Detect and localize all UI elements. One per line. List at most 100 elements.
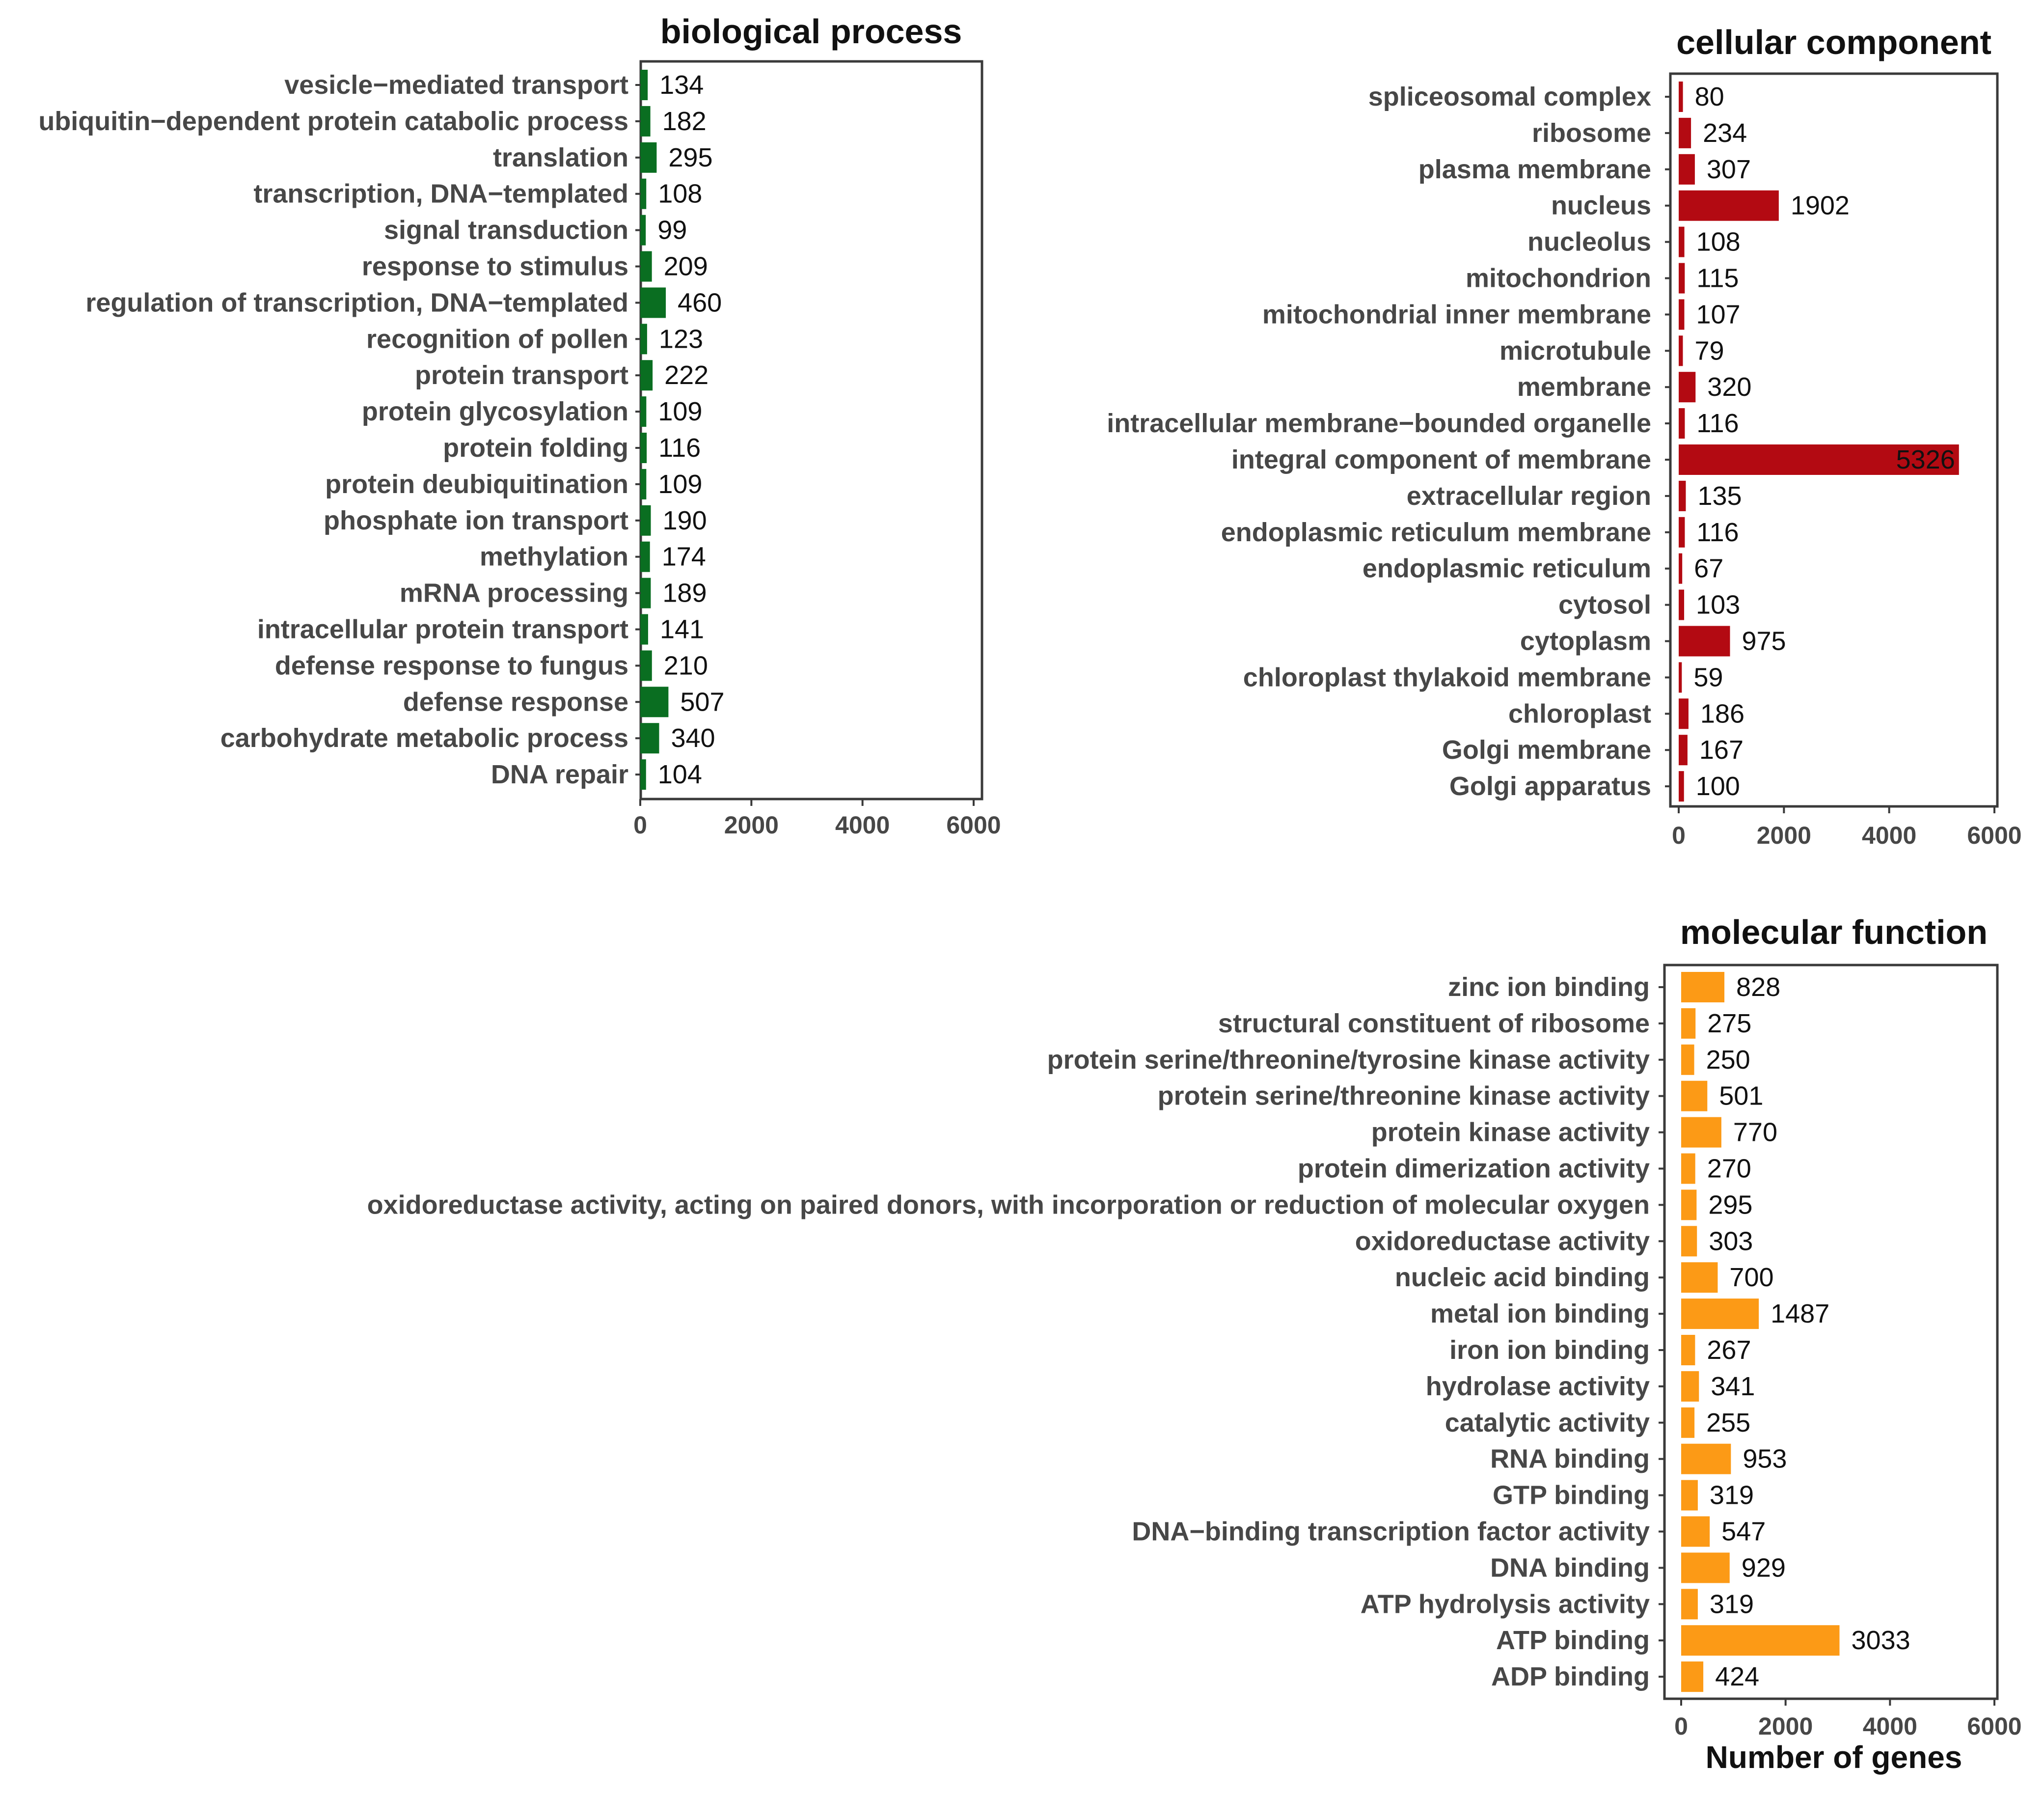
cellular-component-value-label: 79 (1694, 336, 1724, 365)
molecular-function-value-label: 547 (1721, 1517, 1766, 1547)
molecular-function-x-axis-label: Number of genes (1706, 1740, 1962, 1775)
biological-process-bar (640, 324, 647, 355)
cellular-component-category-label: endoplasmic reticulum (1363, 554, 1651, 583)
biological-process-x-tick-label: 0 (633, 811, 647, 839)
molecular-function-value-label: 303 (1709, 1226, 1753, 1256)
cellular-component-value-label: 116 (1696, 518, 1739, 547)
cellular-component-value-label: 100 (1696, 772, 1740, 801)
cellular-component-bar (1679, 299, 1685, 330)
molecular-function-x-tick-label: 6000 (1967, 1713, 2021, 1740)
molecular-function-value-label: 1487 (1771, 1299, 1829, 1328)
cellular-component-category-label: extracellular region (1407, 481, 1651, 511)
cellular-component-category-label: integral component of membrane (1231, 445, 1651, 474)
biological-process-value-label: 141 (660, 615, 704, 644)
cellular-component-bar (1679, 480, 1686, 511)
cellular-component-bar (1679, 444, 1959, 475)
biological-process-value-label: 123 (659, 324, 703, 354)
molecular-function-bar (1681, 1625, 1840, 1656)
cellular-component-bar (1679, 771, 1684, 802)
cellular-component-category-label: mitochondrion (1466, 264, 1651, 293)
molecular-function-value-label: 929 (1742, 1553, 1786, 1582)
biological-process-value-label: 182 (662, 107, 707, 136)
molecular-function-bar (1681, 1299, 1759, 1329)
molecular-function-category-label: catalytic activity (1445, 1408, 1650, 1437)
biological-process-category-label: protein deubiquitination (325, 470, 628, 499)
biological-process-frame (639, 60, 983, 801)
molecular-function-category-label: structural constituent of ribosome (1218, 1009, 1650, 1038)
molecular-function-panel: molecular function zinc ion binding 828 str… (367, 913, 2022, 1775)
molecular-function-value-label: 267 (1707, 1335, 1751, 1365)
molecular-function-category-label: protein serine/threonine kinase activity (1158, 1081, 1650, 1111)
cellular-component-value-label: 107 (1696, 300, 1740, 329)
biological-process-value-label: 460 (678, 288, 722, 317)
molecular-function-value-label: 424 (1715, 1662, 1759, 1691)
cellular-component-category-label: spliceosomal complex (1368, 82, 1651, 111)
cellular-component-bar (1679, 517, 1685, 548)
biological-process-category-label: carbohydrate metabolic process (220, 723, 628, 753)
biological-process-bar (640, 142, 657, 173)
biological-process-bar (640, 360, 653, 391)
biological-process-category-label: DNA repair (491, 760, 628, 789)
biological-process-value-label: 507 (680, 687, 724, 717)
biological-process-category-label: ubiquitin−dependent protein catabolic pr… (38, 107, 628, 136)
biological-process-bar (640, 505, 651, 536)
cellular-component-category-label: membrane (1517, 372, 1651, 402)
biological-process-bar (640, 396, 647, 427)
molecular-function-value-label: 501 (1719, 1081, 1763, 1111)
cellular-component-bar (1679, 82, 1683, 112)
molecular-function-bar (1681, 1443, 1731, 1474)
cellular-component-category-label: chloroplast thylakoid membrane (1243, 663, 1651, 692)
biological-process-category-label: signal transduction (384, 216, 628, 245)
cellular-component-value-label: 320 (1707, 372, 1751, 402)
molecular-function-bar (1681, 1516, 1710, 1547)
molecular-function-x-tick-label: 2000 (1758, 1713, 1813, 1740)
biological-process-category-label: response to stimulus (362, 252, 628, 281)
biological-process-value-label: 210 (664, 651, 708, 680)
molecular-function-value-label: 250 (1706, 1045, 1750, 1075)
cellular-component-frame (1669, 72, 1999, 808)
molecular-function-category-label: GTP binding (1493, 1481, 1650, 1510)
cellular-component-bar (1679, 553, 1683, 584)
biological-process-category-label: vesicle−mediated transport (284, 70, 628, 100)
molecular-function-bar (1681, 1008, 1696, 1039)
molecular-function-category-label: hydrolase activity (1426, 1372, 1650, 1401)
molecular-function-category-label: protein serine/threonine/tyrosine kinase… (1047, 1045, 1650, 1075)
biological-process-category-label: recognition of pollen (366, 324, 628, 354)
cellular-component-value-label: 115 (1696, 264, 1739, 293)
cellular-component-bar (1679, 735, 1688, 766)
cellular-component-category-label: cytoplasm (1520, 627, 1651, 656)
biological-process-bar (640, 687, 669, 718)
molecular-function-bar (1681, 1552, 1730, 1583)
cellular-component-category-label: intracellular membrane−bounded organelle (1107, 409, 1651, 438)
cellular-component-value-label: 67 (1694, 554, 1723, 583)
molecular-function-value-label: 341 (1711, 1372, 1755, 1401)
cellular-component-value-label: 307 (1707, 155, 1751, 184)
cellular-component-bar (1679, 190, 1779, 221)
molecular-function-bar (1681, 1480, 1698, 1511)
molecular-function-bar (1681, 1189, 1697, 1220)
cellular-component-category-label: chloroplast (1508, 699, 1651, 728)
biological-process-bar (640, 614, 648, 645)
molecular-function-value-label: 953 (1743, 1444, 1787, 1474)
molecular-function-value-label: 270 (1707, 1154, 1751, 1184)
molecular-function-value-label: 275 (1707, 1009, 1751, 1038)
biological-process-category-label: transcription, DNA−templated (253, 179, 628, 209)
biological-process-x-tick-label: 2000 (724, 811, 779, 839)
biological-process-category-label: defense response (403, 687, 628, 717)
molecular-function-bar (1681, 1589, 1698, 1620)
biological-process-value-label: 108 (658, 179, 702, 209)
biological-process-value-label: 295 (668, 143, 712, 172)
cellular-component-value-label: 975 (1742, 627, 1786, 656)
cellular-component-x-tick-label: 6000 (1967, 822, 2021, 849)
biological-process-bar (640, 178, 647, 209)
molecular-function-bar (1681, 1080, 1708, 1111)
cellular-component-bar (1679, 226, 1685, 257)
cellular-component-value-label: 108 (1696, 227, 1741, 257)
biological-process-category-label: phosphate ion transport (324, 506, 628, 535)
molecular-function-category-label: ATP binding (1496, 1626, 1650, 1655)
molecular-function-value-label: 828 (1736, 972, 1780, 1002)
molecular-function-category-label: DNA−binding transcription factor activit… (1132, 1517, 1650, 1547)
molecular-function-title: molecular function (1680, 913, 1988, 951)
biological-process-bar (640, 215, 646, 246)
molecular-function-category-label: nucleic acid binding (1395, 1263, 1650, 1292)
